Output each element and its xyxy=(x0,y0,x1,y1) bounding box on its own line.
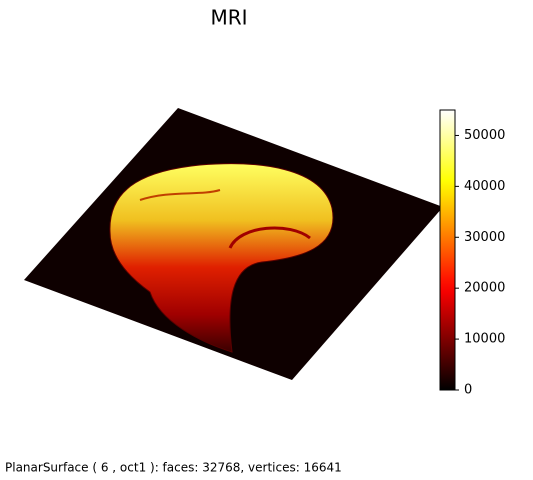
colorbar-tick-label: 50000 xyxy=(464,128,505,143)
brain-surface xyxy=(109,163,334,353)
surface-plot xyxy=(24,108,443,380)
colorbar-tick-label: 0 xyxy=(464,383,472,398)
chart-title: MRI xyxy=(210,6,247,30)
brain-fold xyxy=(228,226,311,249)
brain-fold xyxy=(139,189,221,201)
caption: PlanarSurface ( 6 , oct1 ): faces: 32768… xyxy=(5,461,342,475)
colorbar-tick-label: 30000 xyxy=(464,230,505,245)
colorbar-tick-label: 40000 xyxy=(464,179,505,194)
colorbar-tick-label: 10000 xyxy=(464,332,505,347)
colorbar-tick-label: 20000 xyxy=(464,281,505,296)
colorbar xyxy=(439,109,456,391)
